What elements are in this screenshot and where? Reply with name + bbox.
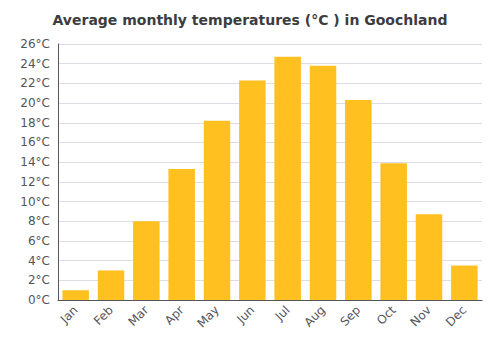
- svg-text:2°C: 2°C: [28, 273, 50, 287]
- svg-text:Jul: Jul: [272, 303, 293, 324]
- svg-text:22°C: 22°C: [20, 76, 50, 90]
- svg-text:24°C: 24°C: [20, 57, 50, 71]
- svg-text:Aug: Aug: [301, 303, 327, 329]
- svg-text:Sep: Sep: [337, 303, 363, 329]
- svg-text:12°C: 12°C: [20, 175, 50, 189]
- svg-text:Nov: Nov: [408, 303, 434, 329]
- svg-text:4°C: 4°C: [28, 254, 50, 268]
- svg-text:Dec: Dec: [443, 303, 469, 329]
- svg-text:Oct: Oct: [374, 303, 399, 328]
- svg-text:May: May: [195, 303, 222, 330]
- svg-text:Average monthly temperatures (: Average monthly temperatures (°C ) in Go…: [53, 12, 448, 28]
- svg-text:Jun: Jun: [233, 303, 257, 327]
- svg-text:10°C: 10°C: [20, 195, 50, 209]
- svg-text:Jan: Jan: [57, 303, 81, 327]
- svg-text:18°C: 18°C: [20, 116, 50, 130]
- svg-text:8°C: 8°C: [28, 214, 50, 228]
- svg-text:Feb: Feb: [91, 303, 116, 328]
- svg-text:6°C: 6°C: [28, 234, 50, 248]
- svg-text:26°C: 26°C: [20, 37, 50, 51]
- svg-text:16°C: 16°C: [20, 135, 50, 149]
- svg-text:Mar: Mar: [125, 303, 151, 329]
- svg-text:20°C: 20°C: [20, 96, 50, 110]
- svg-text:14°C: 14°C: [20, 155, 50, 169]
- svg-text:0°C: 0°C: [28, 293, 50, 307]
- svg-text:Apr: Apr: [162, 303, 187, 328]
